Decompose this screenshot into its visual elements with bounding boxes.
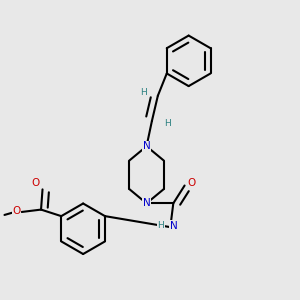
Text: N: N [170,220,178,231]
Text: H: H [158,221,164,230]
Text: O: O [12,206,20,216]
Text: O: O [187,178,195,188]
Text: N: N [143,198,150,208]
Text: H: H [164,119,171,128]
Text: O: O [31,178,39,188]
Text: N: N [143,141,150,151]
Text: H: H [140,88,147,97]
